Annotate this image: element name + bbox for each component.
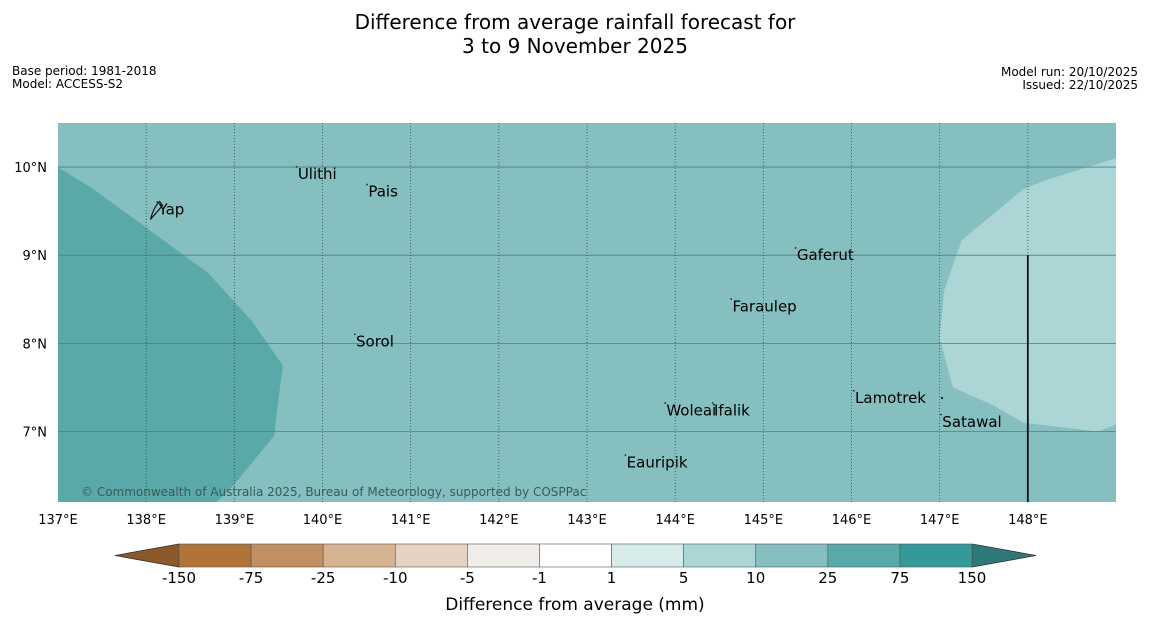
lat-tick-label: 10°N xyxy=(14,161,47,176)
map-layer: Ulithi Pais Yap Gaferut Faraulep Sorol Lamotre… xyxy=(14,123,1116,528)
lon-tick-label: 142°E xyxy=(479,513,519,528)
lon-tick-label: 141°E xyxy=(391,513,431,528)
colorbar: -150 -75 -25 -10 -5 -1 1 5 10 25 75 150 Difference f… xyxy=(114,543,1037,615)
lon-tick-label: 140°E xyxy=(303,513,343,528)
island-mark xyxy=(711,402,714,404)
model-text: Model: ACCESS-S2 xyxy=(12,77,124,91)
place-label-yap: Yap xyxy=(158,200,185,218)
lon-tick-label: 137°E xyxy=(38,513,78,528)
title-line-2: 3 to 9 November 2025 xyxy=(462,34,688,58)
colorbar-swatch xyxy=(899,543,973,568)
colorbar-swatch xyxy=(827,543,901,568)
colorbar-extend-high xyxy=(971,543,1037,568)
island-mark xyxy=(366,183,368,186)
colorbar-label: -5 xyxy=(460,569,475,587)
colorbar-swatch xyxy=(467,543,540,568)
lat-tick-label: 9°N xyxy=(23,249,48,264)
place-label-sorol: Sorol xyxy=(356,333,394,351)
lon-tick-label: 147°E xyxy=(920,513,960,528)
base-period-text: Base period: 1981-2018 xyxy=(12,64,157,78)
island-mark xyxy=(664,402,666,404)
island-mark xyxy=(156,201,159,203)
title-line-1: Difference from average rainfall forecas… xyxy=(354,10,796,34)
place-label-eauripik: Eauripik xyxy=(627,453,688,471)
colorbar-swatch xyxy=(683,543,757,568)
lat-tick-label: 7°N xyxy=(23,425,48,440)
lon-tick-label: 148°E xyxy=(1008,513,1048,528)
lat-tick-label: 8°N xyxy=(23,337,48,352)
colorbar-swatch xyxy=(539,543,612,568)
place-label-ifalik: Ifalik xyxy=(714,401,750,419)
colorbar-label: 10 xyxy=(746,569,765,587)
yap-island-shape xyxy=(149,200,164,220)
island-mark xyxy=(794,247,797,249)
meta-right: Model run: 20/10/2025 Issued: 22/10/2025 xyxy=(1001,66,1138,92)
place-label-gaferut: Gaferut xyxy=(797,246,854,264)
place-label-faraulep: Faraulep xyxy=(732,297,796,315)
colorbar-swatch xyxy=(250,543,324,568)
meta-left: Base period: 1981-2018 Model: ACCESS-S2 xyxy=(12,65,157,91)
issued-text: Issued: 22/10/2025 xyxy=(1022,78,1138,92)
colorbar-label: 150 xyxy=(958,569,987,587)
island-mark xyxy=(853,389,855,392)
place-label-pais: Pais xyxy=(368,183,398,201)
colorbar-label: 25 xyxy=(818,569,837,587)
lon-tick-label: 145°E xyxy=(744,513,784,528)
island-mark xyxy=(624,454,627,456)
colorbar-label: -10 xyxy=(383,569,408,587)
place-label-lamotrek: Lamotrek xyxy=(855,389,926,407)
island-mark xyxy=(295,166,298,168)
island-mark xyxy=(354,333,356,336)
place-label-ulithi: Ulithi xyxy=(298,165,337,183)
colorbar-swatch xyxy=(611,543,684,568)
island-mark xyxy=(941,397,943,399)
lon-tick-label: 144°E xyxy=(655,513,695,528)
colorbar-label: -1 xyxy=(532,569,547,587)
place-label-satawal: Satawal xyxy=(942,413,1001,431)
map-title: Difference from average rainfall forecas… xyxy=(0,10,1150,58)
colorbar-label: -75 xyxy=(239,569,264,587)
colorbar-label: -25 xyxy=(311,569,336,587)
colorbar-title: Difference from average (mm) xyxy=(445,595,704,615)
place-label-woleai: Woleai xyxy=(666,401,716,419)
anomaly-region-higher xyxy=(58,167,283,502)
colorbar-label: 5 xyxy=(679,569,689,587)
copyright-text: © Commonwealth of Australia 2025, Bureau… xyxy=(81,485,586,499)
colorbar-label: 75 xyxy=(890,569,909,587)
lon-tick-label: 139°E xyxy=(215,513,255,528)
colorbar-label: 1 xyxy=(607,569,617,587)
model-run-text: Model run: 20/10/2025 xyxy=(1000,65,1138,79)
colorbar-swatch xyxy=(755,543,829,568)
colorbar-swatch xyxy=(178,543,252,568)
colorbar-extend-low xyxy=(114,543,180,568)
lon-tick-label: 146°E xyxy=(832,513,872,528)
colorbar-label: -150 xyxy=(162,569,196,587)
colorbar-swatch xyxy=(394,543,468,568)
colorbar-swatch xyxy=(322,543,396,568)
island-mark xyxy=(940,413,942,416)
island-mark xyxy=(730,298,732,300)
lon-tick-label: 143°E xyxy=(567,513,607,528)
map-fill-layer: Ulithi Pais Yap Gaferut Faraulep Sorol Lamotre… xyxy=(58,123,1116,502)
lon-tick-label: 138°E xyxy=(126,513,166,528)
